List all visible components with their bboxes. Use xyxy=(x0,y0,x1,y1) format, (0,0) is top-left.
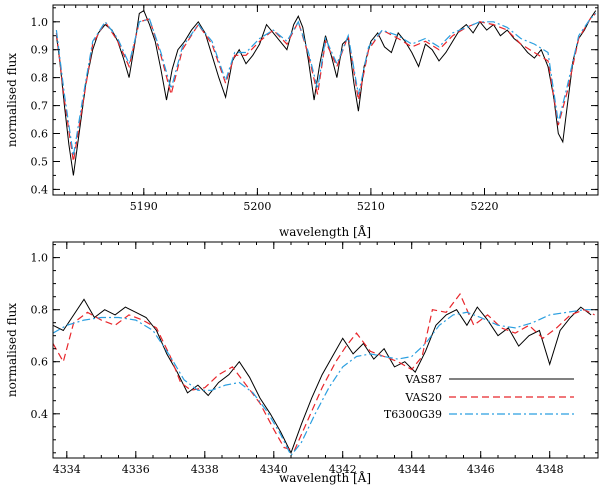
bot-x-tick-label: 4338 xyxy=(191,463,219,476)
top-plot-frame xyxy=(52,4,599,196)
bot-x-tick-label: 4336 xyxy=(122,463,150,476)
top-series-t6300g39 xyxy=(55,12,597,156)
top-y-tick-label: 0.7 xyxy=(31,100,49,113)
legend-label-vas20: VAS20 xyxy=(404,391,442,404)
top-series-vas87 xyxy=(55,9,597,176)
bottom-x-axis-label: wavelength [Å] xyxy=(279,470,371,485)
bot-y-tick-label: 0.4 xyxy=(31,408,49,421)
top-y-tick-label: 1.0 xyxy=(31,16,49,29)
top-y-tick-label: 0.9 xyxy=(31,44,49,57)
top-x-axis-label: wavelength [Å] xyxy=(279,224,371,239)
bot-series-vas20 xyxy=(53,292,595,451)
legend: VAS87 VAS20 T6300G39 xyxy=(384,373,574,421)
top-axis-ticks: 5190 5200 5210 5220 0.4 0.5 0.6 0.7 0.8 0.9 1.0 xyxy=(31,5,599,213)
top-x-tick-label: 5200 xyxy=(243,200,271,213)
bottom-spectrum-panel: 4334 4336 4338 4340 4342 4344 4346 4348 0.4 0.6 0.… xyxy=(5,241,599,485)
top-series-group xyxy=(55,9,597,176)
bot-y-tick-label: 0.6 xyxy=(31,356,49,369)
bot-x-tick-label: 4346 xyxy=(467,463,495,476)
legend-label-vas87: VAS87 xyxy=(404,373,442,386)
bot-x-tick-label: 4348 xyxy=(536,463,564,476)
bot-series-vas87 xyxy=(53,298,592,455)
bot-y-tick-label: 0.8 xyxy=(31,304,49,317)
top-y-axis-label: normalised flux xyxy=(5,53,19,147)
bot-x-tick-label: 4342 xyxy=(329,463,357,476)
bot-y-tick-label: 1.0 xyxy=(31,252,49,265)
bot-x-tick-label: 4340 xyxy=(260,463,288,476)
bot-x-tick-label: 4334 xyxy=(53,463,81,476)
top-y-tick-label: 0.4 xyxy=(31,183,49,196)
bottom-plot-frame xyxy=(52,241,599,459)
top-x-tick-label: 5220 xyxy=(471,200,499,213)
top-spectrum-panel: 5190 5200 5210 5220 0.4 0.5 0.6 0.7 0.8 0.9 1.0 wa… xyxy=(5,4,599,239)
bot-x-tick-label: 4344 xyxy=(398,463,426,476)
top-y-tick-label: 0.8 xyxy=(31,72,49,85)
bottom-axis-ticks: 4334 4336 4338 4340 4342 4344 4346 4348 0.4 0.6 0.… xyxy=(31,242,598,476)
bottom-series-group xyxy=(53,292,595,457)
top-y-tick-label: 0.6 xyxy=(31,128,49,141)
legend-label-t6300g39: T6300G39 xyxy=(384,408,442,421)
bottom-y-axis-label: normalised flux xyxy=(5,303,19,397)
bot-series-t6300g39 xyxy=(53,309,595,457)
top-y-tick-label: 0.5 xyxy=(31,156,49,169)
top-x-tick-label: 5190 xyxy=(130,200,158,213)
top-series-vas20 xyxy=(55,12,597,162)
top-x-tick-label: 5210 xyxy=(357,200,385,213)
